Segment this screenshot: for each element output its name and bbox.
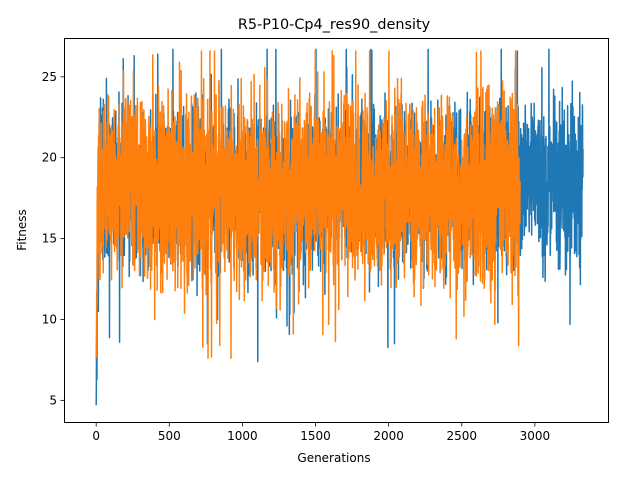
series-line-2 [95, 50, 521, 360]
y-axis-label: Fitness [15, 209, 29, 251]
x-tick-label: 3000 [520, 429, 551, 443]
y-tick-label: 20 [42, 151, 57, 165]
x-tick-label: 1500 [300, 429, 331, 443]
y-tick-label: 5 [49, 393, 57, 407]
x-tick-label: 1000 [227, 429, 258, 443]
x-tick-label: 500 [158, 429, 181, 443]
x-tick-label: 2500 [446, 429, 477, 443]
y-tick-label: 25 [42, 70, 57, 84]
series-layer [95, 48, 584, 406]
plot-frame [64, 38, 609, 423]
y-axis: 5 10 15 20 25 [42, 70, 65, 407]
x-axis-label: Generations [297, 451, 370, 465]
x-tick-label: 2000 [373, 429, 404, 443]
x-axis: 0 500 1000 1500 2000 2500 3000 [92, 422, 551, 443]
x-tick-label: 0 [92, 429, 100, 443]
chart-title: R5-P10-Cp4_res90_density [238, 17, 431, 33]
y-tick-label: 10 [42, 312, 57, 326]
y-tick-label: 15 [42, 232, 57, 246]
